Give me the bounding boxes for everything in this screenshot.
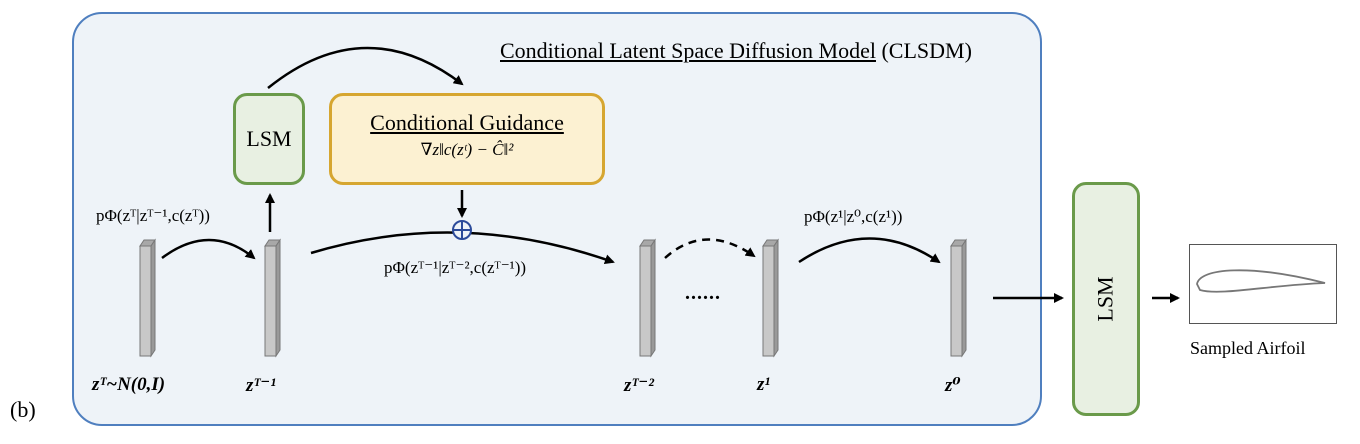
arrow-z1-to-z0 [798, 237, 941, 264]
latent-label-z0: z⁰ [945, 375, 961, 396]
transition-label-2: pΦ(zᵀ⁻¹|zᵀ⁻²,c(zᵀ⁻¹)) [384, 258, 527, 277]
airfoil-overlay [1196, 269, 1326, 293]
latent-bar-zT2 [639, 238, 656, 358]
sampled-airfoil-label: Sampled Airfoil [1190, 338, 1306, 358]
latent-label-z1: z¹ [757, 374, 771, 395]
latent-label-zT1: zᵀ⁻¹ [246, 375, 276, 396]
ellipsis: ...... [685, 282, 721, 304]
latent-bar-zT1 [264, 238, 281, 358]
latent-bar-zT [139, 238, 156, 358]
arrow-zT-to-zT1 [161, 238, 256, 260]
latent-bar-z0 [950, 238, 967, 358]
latent-bar-z1 [762, 238, 779, 358]
sum-node [452, 220, 472, 240]
title-underlined: Conditional Latent Space Diffusion Model [500, 38, 876, 63]
guidance-equation: ∇z‖c(zᵗ) − Ĉ‖² [420, 140, 514, 159]
diagram-title: Conditional Latent Space Diffusion Model… [500, 38, 972, 64]
transition-label-3: pΦ(z¹|z⁰,c(z¹)) [804, 207, 903, 226]
lsm-box-small: LSM [233, 93, 305, 185]
lsm-small-label: LSM [246, 126, 292, 151]
arrow-zT2-to-z1-dashed [664, 238, 756, 259]
latent-label-zT2: zᵀ⁻² [624, 375, 654, 396]
arrow-lsm-to-guidance [267, 46, 464, 89]
title-suffix: (CLSDM) [875, 38, 972, 63]
clsdm-panel [72, 12, 1042, 426]
latent-label-zT: zᵀ~N(0,I) [92, 374, 166, 395]
guidance-title: Conditional Guidance [370, 110, 564, 135]
transition-label-1: pΦ(zᵀ|zᵀ⁻¹,c(zᵀ)) [96, 206, 210, 225]
lsm-box-large: LSM [1072, 182, 1140, 416]
conditional-guidance-box: Conditional Guidance ∇z‖c(zᵗ) − Ĉ‖² [329, 93, 605, 185]
panel-tag: (b) [10, 397, 36, 422]
